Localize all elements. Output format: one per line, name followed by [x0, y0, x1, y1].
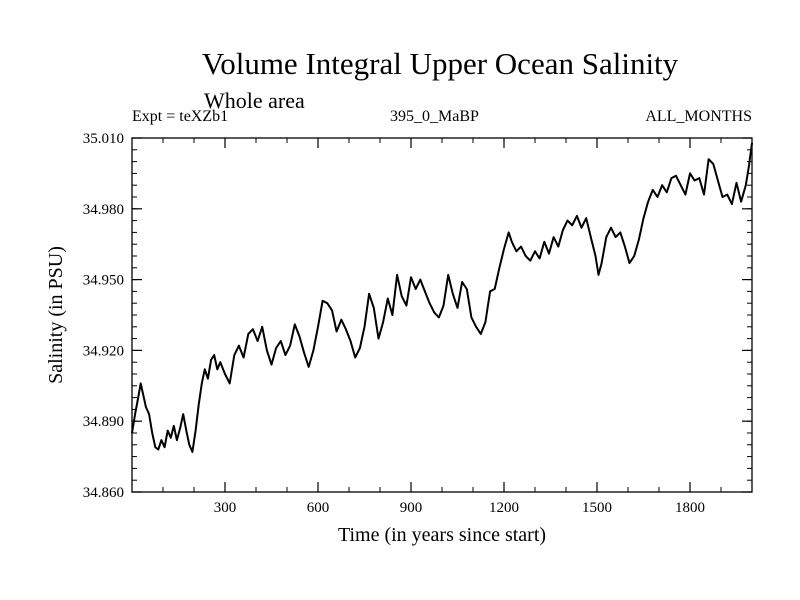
x-tick-label: 900	[400, 500, 423, 516]
x-tick-label: 1500	[582, 500, 612, 516]
chart-subtitle: Whole area	[204, 88, 305, 113]
months-label: ALL_MONTHS	[645, 108, 752, 125]
y-tick-label: 34.980	[83, 202, 124, 218]
run-id-label: 395_0_MaBP	[390, 108, 479, 125]
y-axis-label: Salinity (in PSU)	[45, 246, 67, 384]
x-axis-label: Time (in years since start)	[338, 524, 546, 546]
y-tick-label: 34.860	[83, 485, 124, 501]
salinity-series-line	[131, 142, 753, 453]
axis-ticks	[132, 137, 752, 493]
x-tick-label: 600	[307, 500, 330, 516]
x-tick-label: 1800	[675, 500, 705, 516]
y-tick-label: 34.950	[83, 273, 124, 289]
y-tick-label: 34.920	[83, 343, 124, 359]
x-tick-label: 1200	[489, 500, 519, 516]
chart-title: Volume Integral Upper Ocean Salinity	[201, 46, 679, 81]
experiment-label: Expt = teXZb1	[132, 108, 229, 125]
y-tick-label: 34.890	[83, 414, 124, 430]
x-tick-label: 300	[214, 500, 237, 516]
y-tick-label: 35.010	[83, 131, 124, 147]
y-tick-labels: 34.860 34.890 34.920 34.950 34.980 35.010	[83, 131, 124, 501]
x-tick-labels: 300 600 900 1200 1500 1800	[214, 500, 705, 516]
